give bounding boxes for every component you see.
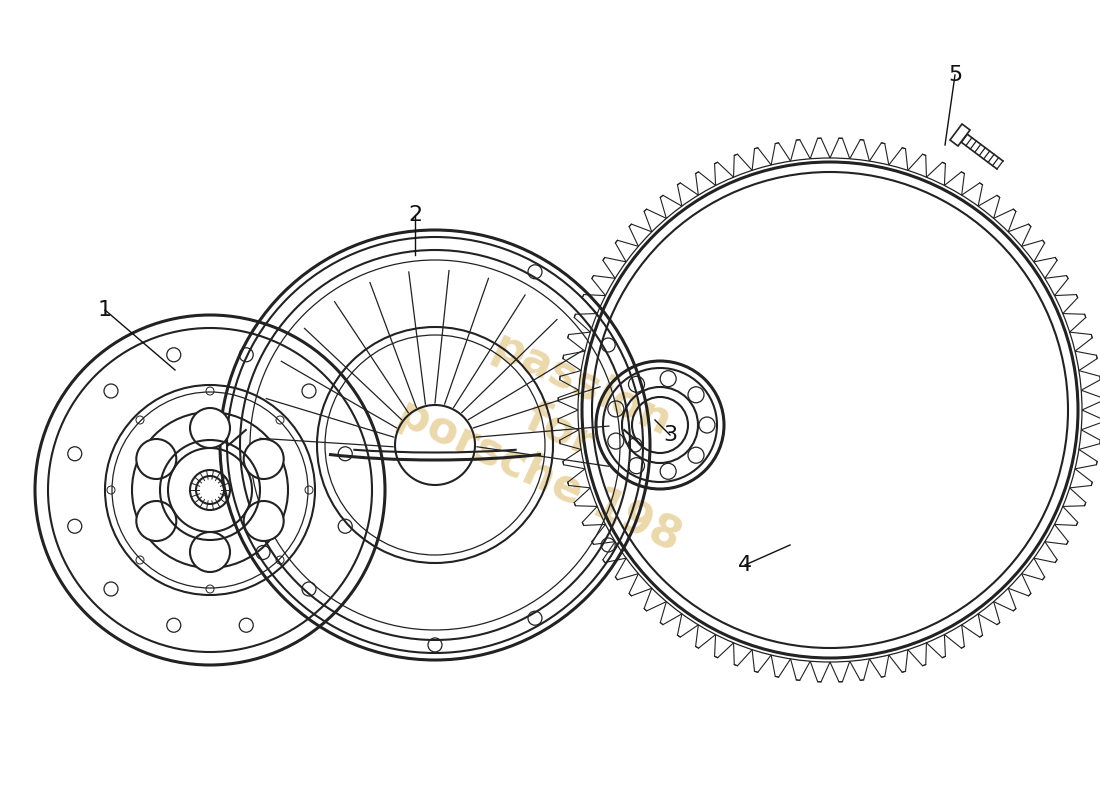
Circle shape	[190, 532, 230, 572]
Text: 3: 3	[663, 425, 678, 445]
Circle shape	[244, 439, 284, 479]
Text: 5: 5	[948, 65, 962, 85]
Circle shape	[136, 501, 176, 541]
Circle shape	[244, 501, 284, 541]
Text: 1: 1	[98, 300, 112, 320]
Text: 2: 2	[408, 205, 422, 225]
Text: passion
for
porsche 198: passion for porsche 198	[390, 301, 729, 559]
Polygon shape	[950, 124, 970, 146]
Text: 4: 4	[738, 555, 752, 575]
Circle shape	[136, 439, 176, 479]
Circle shape	[190, 408, 230, 448]
